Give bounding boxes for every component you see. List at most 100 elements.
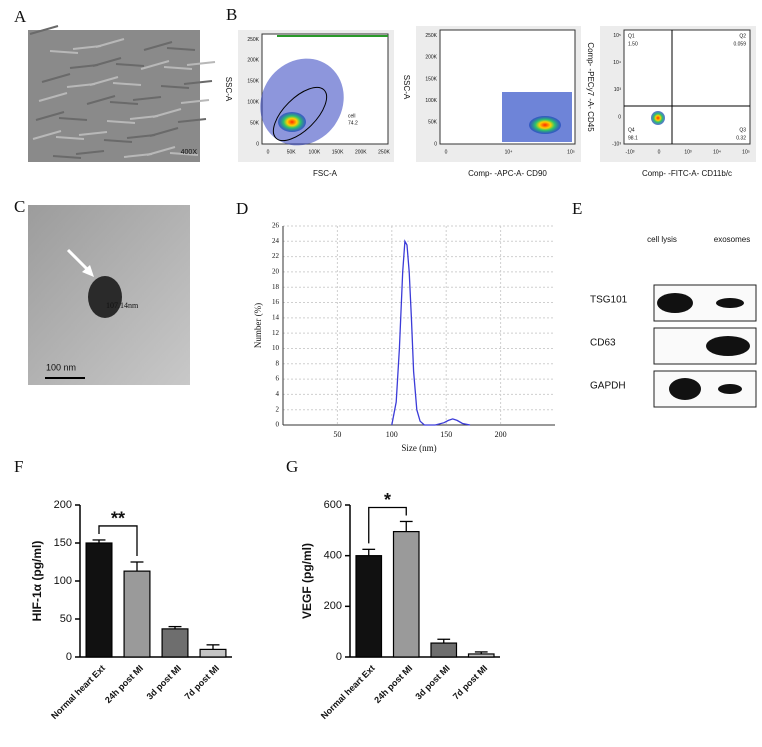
y-tick-label: 16 [272, 298, 280, 306]
x-tick-label: 50 [333, 430, 341, 439]
cell-streak [103, 139, 133, 143]
x-tick-label: 7d post MI [451, 663, 490, 702]
x-tick-label: 100K [309, 149, 321, 155]
x-tick-label: 10⁴ [713, 149, 721, 155]
density [651, 111, 665, 125]
cell-streak [152, 108, 182, 118]
gate-value: 74.2 [348, 120, 358, 126]
cell-streak [106, 120, 136, 124]
y-tick-label: 250K [425, 33, 437, 39]
cell-streak [78, 131, 108, 136]
y-tick-label: 12 [272, 329, 280, 337]
cell-streak [166, 47, 196, 51]
panel-label: D [236, 199, 248, 218]
y-tick-label: 100 [54, 575, 72, 587]
cell-streak [132, 96, 162, 101]
y-axis-label: SSC-A [224, 77, 233, 102]
quadrant-name: Q1 [628, 33, 635, 39]
significance: ** [111, 509, 125, 529]
scale-label: 100 nm [46, 362, 76, 372]
bar [392, 530, 420, 658]
y-tick-label: 200 [324, 600, 342, 612]
quadrant-name: Q3 [739, 127, 746, 133]
x-tick-label: 24h post MI [372, 663, 414, 705]
x-axis-label: FSC-A [313, 169, 338, 178]
panel-label: A [14, 7, 27, 26]
y-tick-label: 20 [272, 268, 280, 276]
panel-label: F [14, 457, 23, 476]
bar [430, 642, 458, 658]
panel-label: C [14, 197, 25, 216]
x-tick-label: 10⁴ [505, 149, 513, 155]
significance: * [384, 490, 391, 510]
x-tick-label: 10⁵ [567, 149, 575, 155]
cell-streak [146, 146, 176, 156]
y-tick-label: 10³ [614, 87, 622, 93]
cell-streak [183, 80, 213, 85]
cell-streak [109, 101, 139, 105]
y-tick-label: 10 [272, 344, 280, 352]
bar [123, 570, 151, 658]
exosome [88, 276, 122, 318]
cell-streak [75, 150, 105, 155]
blot-band [706, 336, 750, 356]
y-tick-label: 0 [434, 141, 437, 147]
x-tick-label: 0 [267, 149, 270, 155]
y-tick-label: 200 [54, 499, 72, 511]
arrow-head [82, 265, 94, 277]
quadrant-value: 0.32 [736, 135, 746, 141]
significance-bracket [98, 525, 138, 556]
x-axis-label: Size (nm) [401, 443, 436, 453]
cell-streak [140, 60, 170, 70]
column-label: exosomes [714, 235, 750, 244]
cell-streak [92, 57, 122, 67]
y-axis-label: HIF-1α (pg/ml) [30, 541, 44, 622]
gate [272, 86, 328, 142]
y-tick-label: 150 [54, 537, 72, 549]
x-tick-label: 3d post MI [413, 663, 452, 702]
blot-band [716, 298, 744, 308]
y-tick-label: 6 [276, 375, 280, 383]
quadrant-value: 0.059 [733, 41, 746, 47]
x-tick-label: 7d post MI [183, 663, 222, 702]
y-tick-label: 250K [247, 37, 259, 43]
y-tick-label: 200K [425, 55, 437, 61]
quadrant-name: Q2 [739, 33, 746, 39]
x-tick-label: 0 [658, 149, 661, 155]
x-tick-label: 10³ [684, 149, 692, 155]
cell-streak [149, 127, 179, 137]
y-tick-label: 0 [336, 651, 342, 663]
y-tick-label: 18 [272, 283, 280, 291]
blot-band [669, 378, 701, 400]
quadrant-value: 1.50 [628, 41, 638, 47]
y-tick-label: 50K [250, 120, 260, 126]
x-tick-label: 200K [355, 149, 367, 155]
flow-plot [623, 29, 751, 145]
y-tick-label: 24 [272, 237, 280, 245]
cell-streak [160, 85, 190, 89]
x-tick-label: 24h post MI [103, 663, 145, 705]
cell-streak [112, 82, 142, 86]
cell-streak [52, 155, 82, 159]
y-tick-label: 4 [276, 390, 280, 398]
cell-streak [163, 66, 193, 70]
y-tick-label: 14 [272, 313, 280, 321]
cell-streak [169, 152, 199, 156]
x-axis-label: Comp- -APC-A- CD90 [468, 169, 547, 178]
cell-streak [29, 25, 59, 35]
cell-streak [38, 92, 68, 102]
x-tick-label: 10⁵ [742, 149, 750, 155]
size-label: 107.14nm [106, 301, 139, 310]
y-tick-label: 50K [428, 120, 438, 126]
cell-streak [41, 73, 71, 83]
cell-streak [86, 95, 116, 105]
bar [199, 648, 227, 658]
gate-name: cell [348, 113, 356, 119]
cell-streak [58, 117, 88, 121]
blot-band [718, 384, 742, 394]
bar [467, 653, 495, 658]
x-tick-label: 250K [378, 149, 390, 155]
cell-cloud [502, 92, 572, 142]
y-tick-label: 8 [276, 359, 280, 367]
y-axis-label: Number (%) [253, 303, 263, 348]
